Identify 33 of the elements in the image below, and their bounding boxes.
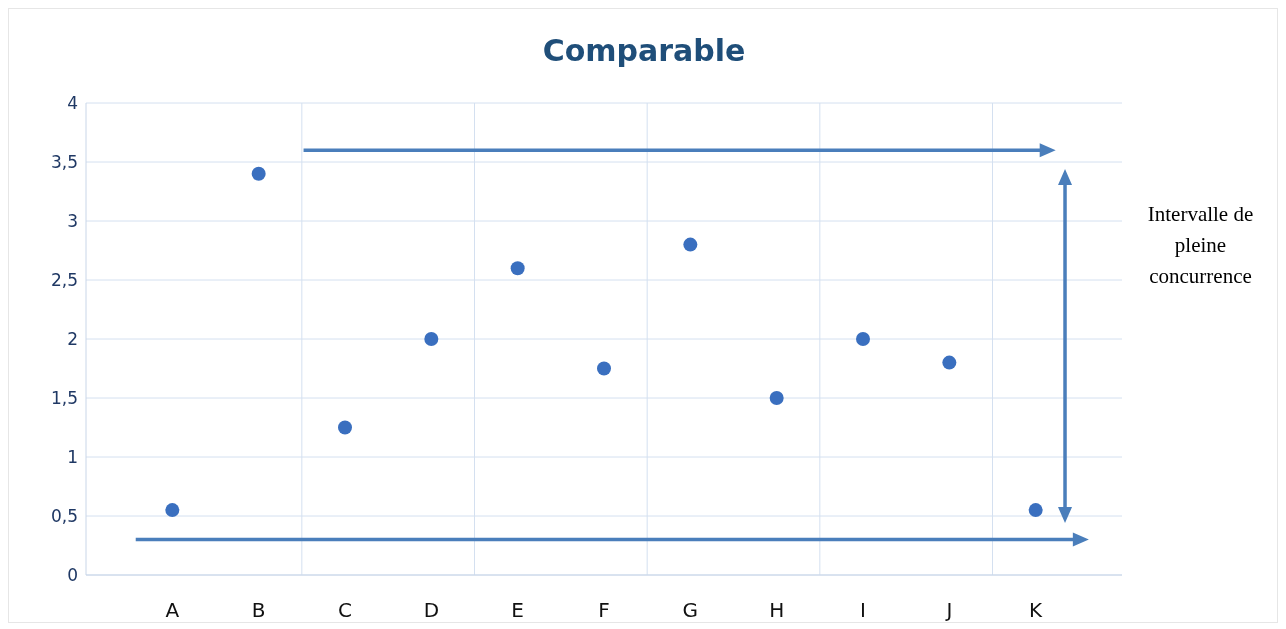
x-tick-label: J [944, 598, 953, 623]
x-tick-label: B [251, 598, 266, 623]
point [683, 237, 698, 252]
y-tick-label: 1 [67, 447, 78, 468]
y-tick-label: 2,5 [50, 270, 78, 291]
x-tick-label: G [682, 598, 699, 623]
x-tick-label: I [860, 598, 866, 623]
chart-title: Comparable [541, 33, 747, 68]
point [942, 355, 957, 370]
x-tick-label: A [165, 598, 180, 623]
x-tick-label: C [338, 598, 352, 623]
point [424, 332, 439, 346]
point [251, 166, 266, 181]
point [769, 391, 784, 405]
y-tick-label: 3,5 [50, 152, 78, 173]
x-tick-label: D [423, 598, 440, 623]
point [510, 261, 525, 276]
point [597, 361, 611, 376]
x-tick-label: E [511, 598, 524, 623]
y-tick-label: 0,5 [50, 506, 78, 527]
point [856, 332, 870, 346]
point [165, 503, 180, 518]
x-tick-label: K [1029, 598, 1044, 623]
y-tick-label: 2 [67, 329, 78, 350]
x-tick-label: F [598, 598, 610, 623]
point [338, 420, 352, 435]
y-tick-label: 1,5 [50, 388, 78, 409]
y-tick-label: 3 [67, 211, 78, 232]
y-tick-label: 0 [67, 565, 78, 586]
x-tick-label: H [769, 598, 785, 623]
text: Intervalle de pleine concurrence [1146, 201, 1255, 290]
y-tick-label: 4 [67, 93, 78, 114]
point [1028, 503, 1043, 518]
